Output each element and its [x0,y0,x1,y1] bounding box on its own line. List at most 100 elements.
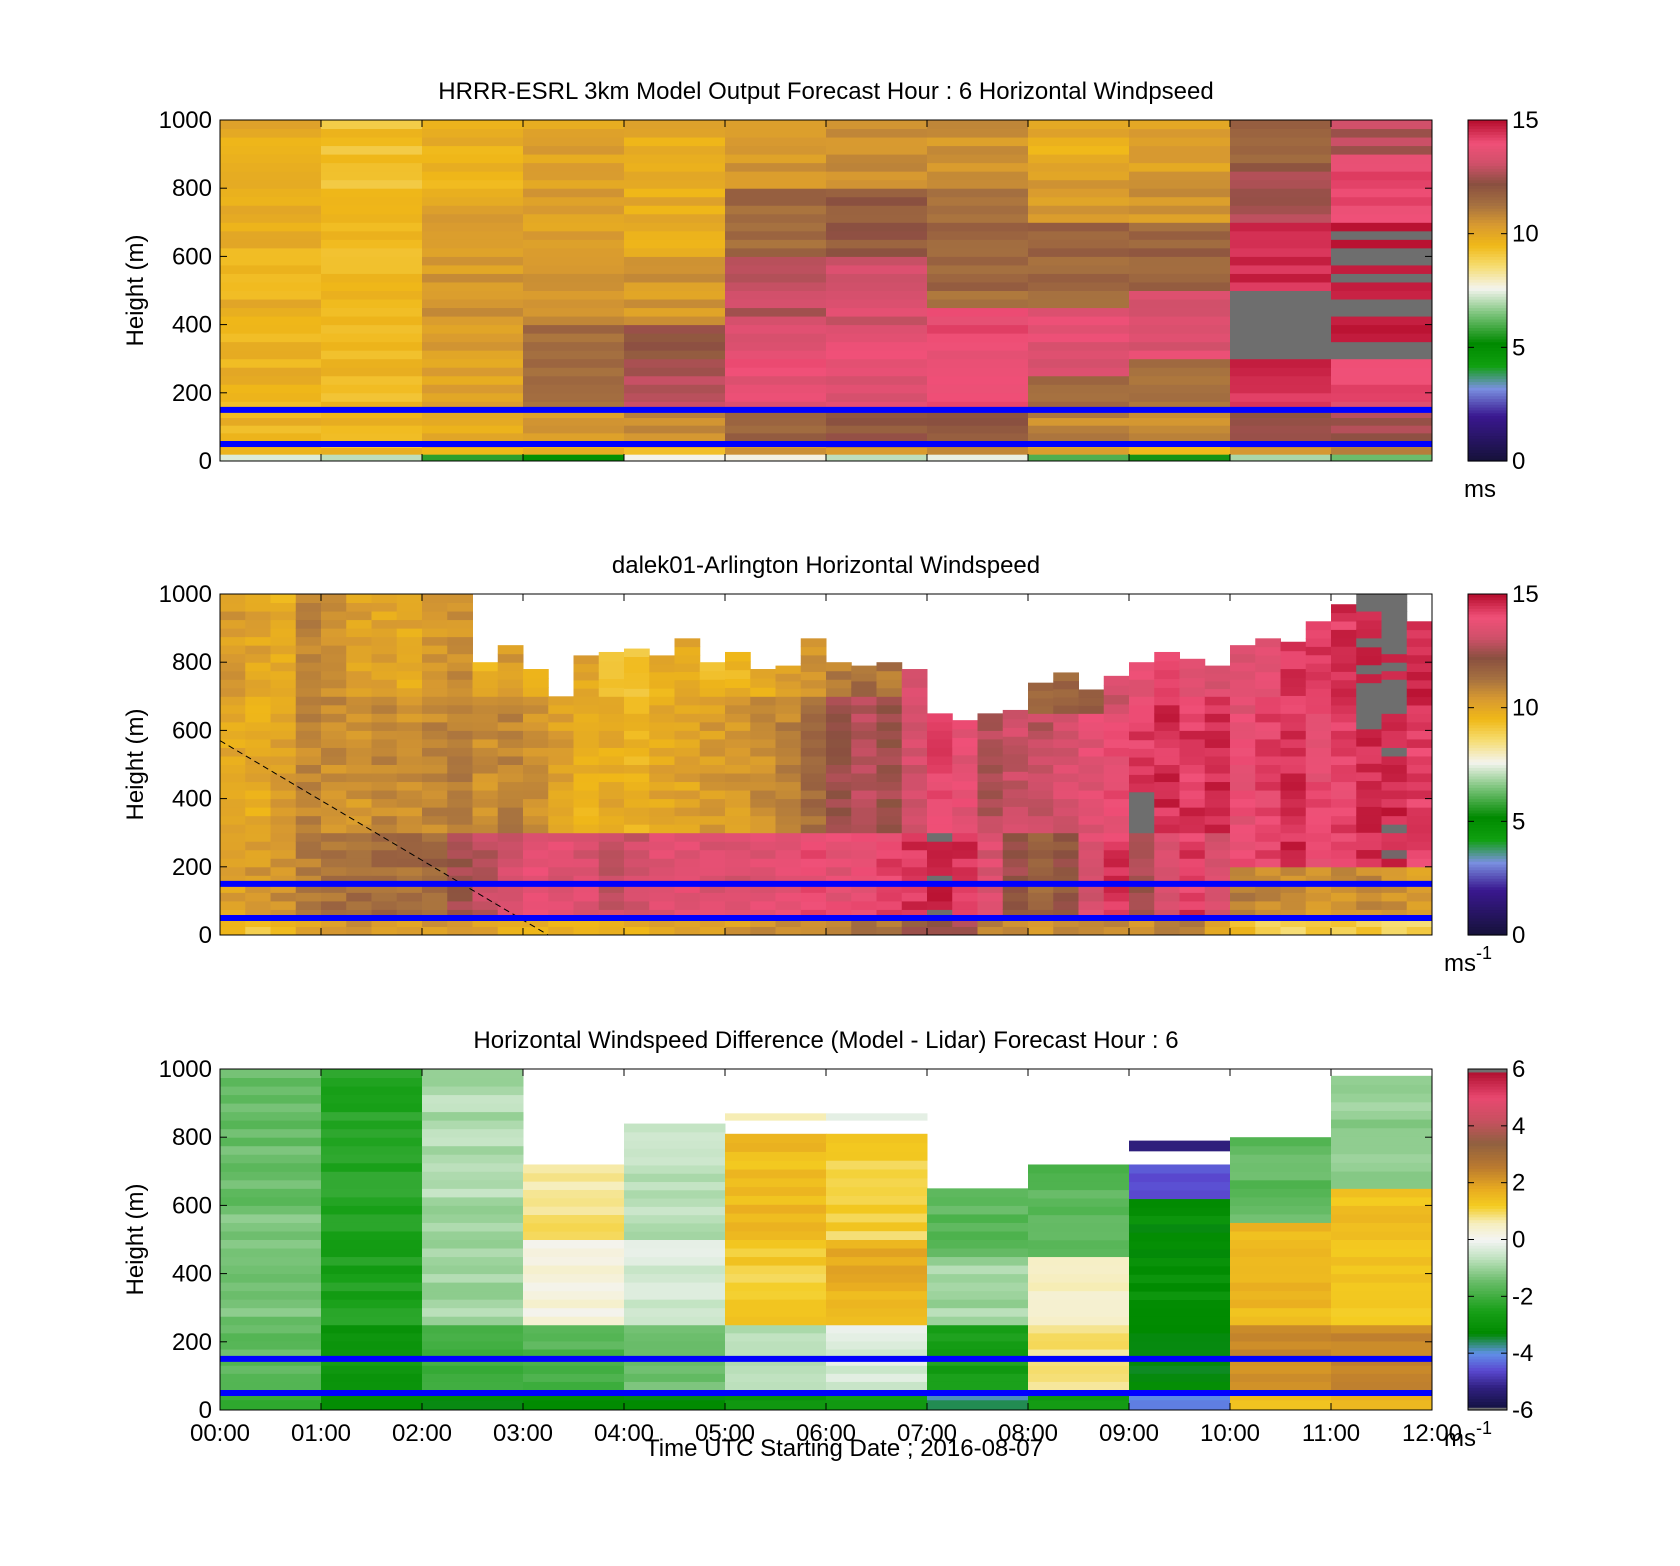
heat-cell [422,892,448,902]
heat-cell [901,858,928,868]
colorbar-swatch [1468,684,1507,689]
heat-cell [1028,900,1054,910]
heat-cell [725,1248,827,1258]
heat-cell [826,1282,928,1292]
heat-cell [1053,696,1079,706]
heat-cell [523,1222,625,1232]
heat-cell [901,883,928,893]
heat-cell [573,671,600,681]
heat-cell [321,807,347,817]
heat-cell [725,1373,827,1382]
heat-cell [1331,909,1357,919]
heat-cell [1103,892,1130,902]
colorbar-swatch [1468,137,1507,141]
heat-cell [826,900,852,910]
heat-cell [1381,619,1408,629]
heat-cell [1331,790,1357,800]
heat-cell [826,447,928,455]
heat-cell [1129,1365,1231,1374]
heat-cell [472,926,499,936]
heat-cell [321,120,423,130]
heat-cell [1129,1291,1231,1301]
heat-cell [725,909,751,919]
heat-cell [725,1340,827,1350]
heat-cell [1078,755,1105,765]
heat-cell [901,909,928,919]
heat-cell [800,866,827,876]
colorbar-swatch [1468,696,1507,700]
heat-cell [346,628,372,638]
heat-cell [1179,875,1206,885]
heat-cell [1230,239,1332,249]
colorbar-swatch [1468,1097,1507,1101]
heat-cell [826,350,928,360]
x-tick-label: 11:00 [1302,1420,1360,1447]
heat-cell [1028,409,1130,419]
heat-cell [624,1307,726,1317]
heat-cell [523,213,625,223]
heat-cell [447,781,473,791]
heat-cell [674,926,701,936]
colorbar-swatch [1468,599,1507,604]
heat-cell [523,764,549,774]
heat-cell [624,900,650,910]
heat-cell [1230,832,1256,842]
heat-cell [523,1164,625,1174]
heat-cell [1280,875,1307,885]
heat-cell [295,917,322,927]
heat-cell [1255,671,1281,681]
heat-cell [750,773,776,783]
heat-cell [523,432,625,442]
heat-cell [573,747,600,757]
colorbar-swatch [1468,1265,1507,1269]
heat-cell [321,264,423,274]
heat-cell [750,669,776,679]
heat-cell [725,858,751,868]
heat-cell [548,892,574,902]
heat-cell [800,663,827,672]
heat-cell [725,755,751,765]
heat-cell [624,1156,726,1166]
heat-cell [1053,755,1079,765]
heat-cell [422,432,524,442]
heat-cell [321,764,347,774]
heat-cell [1002,762,1029,772]
heat-cell [927,841,953,851]
heat-cell [1028,1290,1130,1300]
colorbar-swatch [1468,1188,1507,1192]
heat-cell [1230,1282,1332,1292]
colorbar-swatch [1468,795,1507,800]
heat-cell [220,764,246,774]
heat-cell [523,1365,625,1374]
heat-cell [1103,798,1130,808]
colorbar-tick-label: 0 [1512,448,1525,475]
heat-cell [1406,790,1433,800]
heat-cell [901,678,928,688]
colorbar-swatch [1468,1353,1507,1357]
heat-cell [927,1239,1029,1249]
colorbar-swatch [1468,1131,1507,1135]
colorbar-swatch [1468,1364,1507,1368]
heat-cell [321,316,423,326]
x-tick-label: 02:00 [392,1420,452,1447]
heat-cell [1129,341,1231,351]
heat-cell [321,917,347,927]
heat-cell [1028,447,1130,455]
heat-cell [725,764,751,774]
heat-cell [346,815,372,825]
heat-cell [826,1332,928,1342]
heat-cell [1028,417,1130,426]
heat-cell [371,790,398,800]
heat-cell [472,704,499,714]
heat-cell [826,841,852,851]
heat-cell [220,1188,322,1198]
heat-cell [1331,704,1357,714]
heat-cell [422,120,524,130]
heat-cell [321,670,347,680]
heat-cell [1331,1316,1433,1326]
heat-cell [1028,1332,1130,1342]
y-tick-label: 0 [199,1397,212,1424]
heat-cell [220,281,322,291]
heat-cell [1230,128,1332,138]
heat-cell [523,333,625,343]
